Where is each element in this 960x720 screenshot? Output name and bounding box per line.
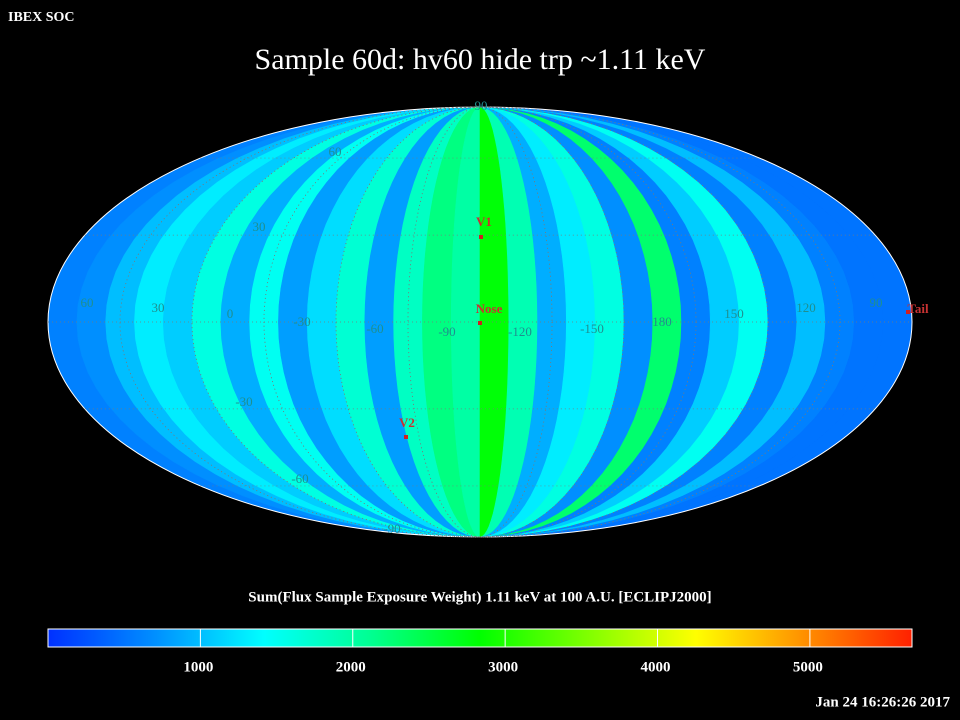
colorbar-tick-label: 4000 [641, 659, 671, 675]
latitude-label: -90 [383, 521, 400, 536]
marker-label: V1 [476, 214, 492, 229]
longitude-label: -90 [438, 324, 455, 339]
latitude-label: 90 [475, 98, 488, 113]
longitude-label: -150 [580, 321, 604, 336]
marker-dot [479, 235, 483, 239]
longitude-label: -30 [293, 314, 310, 329]
longitude-label: -120 [508, 324, 532, 339]
marker-label: Tail [907, 301, 929, 316]
latitude-label: 30 [253, 219, 266, 234]
marker-label: V2 [399, 415, 415, 430]
longitude-label: 60 [81, 295, 94, 310]
longitude-label: 30 [152, 300, 165, 315]
colorbar-tick-label: 1000 [183, 659, 213, 675]
longitude-label: 90 [870, 295, 883, 310]
marker-dot [404, 435, 408, 439]
latitude-label: 60 [329, 144, 342, 159]
latitude-label: -60 [291, 471, 308, 486]
colorbar-ticks: 1000 2000 3000 4000 5000 [183, 629, 823, 675]
marker-dot [478, 321, 482, 325]
longitude-label: 150 [724, 306, 744, 321]
org-label: IBEX SOC [8, 10, 75, 25]
colorbar-label: Sum(Flux Sample Exposure Weight) 1.11 ke… [248, 589, 711, 605]
colorbar-tick-label: 2000 [336, 659, 366, 675]
longitude-label: -60 [366, 321, 383, 336]
graticule-labels: 60 30 0 -30 -60 -90 -120 -150 180 150 120 90 90 60 30 -… [81, 98, 929, 536]
sky-map [48, 107, 912, 537]
title: Sample 60d: hv60 hide trp ~1.11 keV [255, 43, 706, 76]
longitude-label: 120 [796, 300, 816, 315]
colorbar-tick-label: 5000 [793, 659, 823, 675]
marker-dot [906, 310, 910, 314]
marker-label: Nose [476, 301, 503, 316]
timestamp: Jan 24 16:26:26 2017 [815, 694, 950, 710]
colorbar [47, 628, 913, 648]
longitude-label: 180 [652, 314, 672, 329]
longitude-label: 0 [227, 306, 234, 321]
colorbar-tick-label: 3000 [488, 659, 518, 675]
latitude-label: -30 [235, 394, 252, 409]
